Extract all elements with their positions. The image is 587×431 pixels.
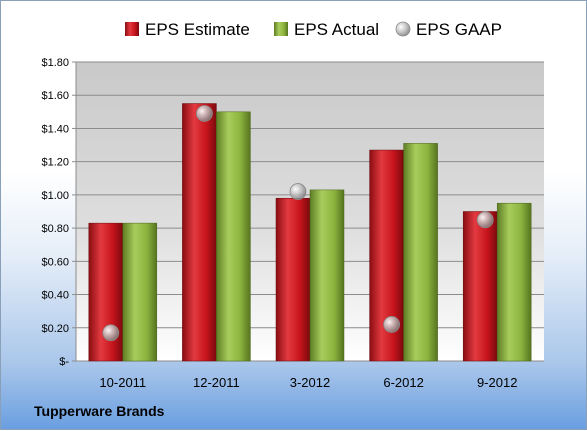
x-tick-label: 9-2012 (477, 375, 517, 390)
actual-bar (403, 143, 438, 362)
x-tick-label: 6-2012 (383, 375, 423, 390)
y-tick-label: $0.40 (41, 290, 69, 302)
company-name: Tupperware Brands (34, 403, 165, 419)
gaap-marker (102, 324, 120, 342)
actual-bar (216, 111, 251, 362)
x-tick-label: 10-2011 (99, 375, 146, 390)
gaap-marker (476, 211, 494, 229)
legend-label: EPS GAAP (416, 20, 502, 39)
x-tick-label: 3-2012 (290, 375, 330, 390)
y-tick-label: $1.80 (41, 57, 69, 69)
estimate-bar (182, 103, 217, 362)
legend-label: EPS Actual (294, 20, 379, 39)
gaap-marker (195, 105, 213, 122)
actual-bar (122, 222, 158, 362)
y-tick-label: $- (59, 356, 69, 368)
estimate-bar (275, 197, 311, 362)
y-tick-label: $1.20 (41, 157, 69, 169)
bars (88, 103, 532, 362)
y-tick-label: $1.40 (41, 123, 69, 135)
y-tick-label: $1.00 (41, 190, 69, 202)
x-axis-labels: 10-2011 12-2011 3-2012 6-2012 9-2012 (99, 375, 517, 390)
gaap-marker (289, 183, 307, 200)
legend-swatch (274, 22, 288, 36)
estimate-bar (88, 222, 124, 362)
y-tick-label: $0.80 (41, 223, 69, 235)
y-tick-label: $0.60 (41, 256, 69, 268)
x-tick-label: 12-2011 (193, 375, 240, 390)
actual-bar (309, 189, 345, 362)
legend-swatch (395, 21, 411, 37)
gaap-markers (102, 105, 494, 342)
actual-bar (496, 202, 532, 362)
y-axis-ticks: $- $0.20 $0.40 $0.60 $0.80 $1.00 $1.20 $1.40 $1.… (41, 57, 69, 368)
estimate-bar (462, 211, 498, 362)
y-tick-label: $0.20 (41, 323, 69, 335)
legend-label: EPS Estimate (145, 20, 250, 39)
legend-swatch (125, 22, 139, 36)
y-tick-label: $1.60 (41, 90, 69, 102)
legend: EPS Estimate EPS Actual EPS GAAP (125, 20, 502, 39)
gaap-marker (383, 316, 401, 333)
